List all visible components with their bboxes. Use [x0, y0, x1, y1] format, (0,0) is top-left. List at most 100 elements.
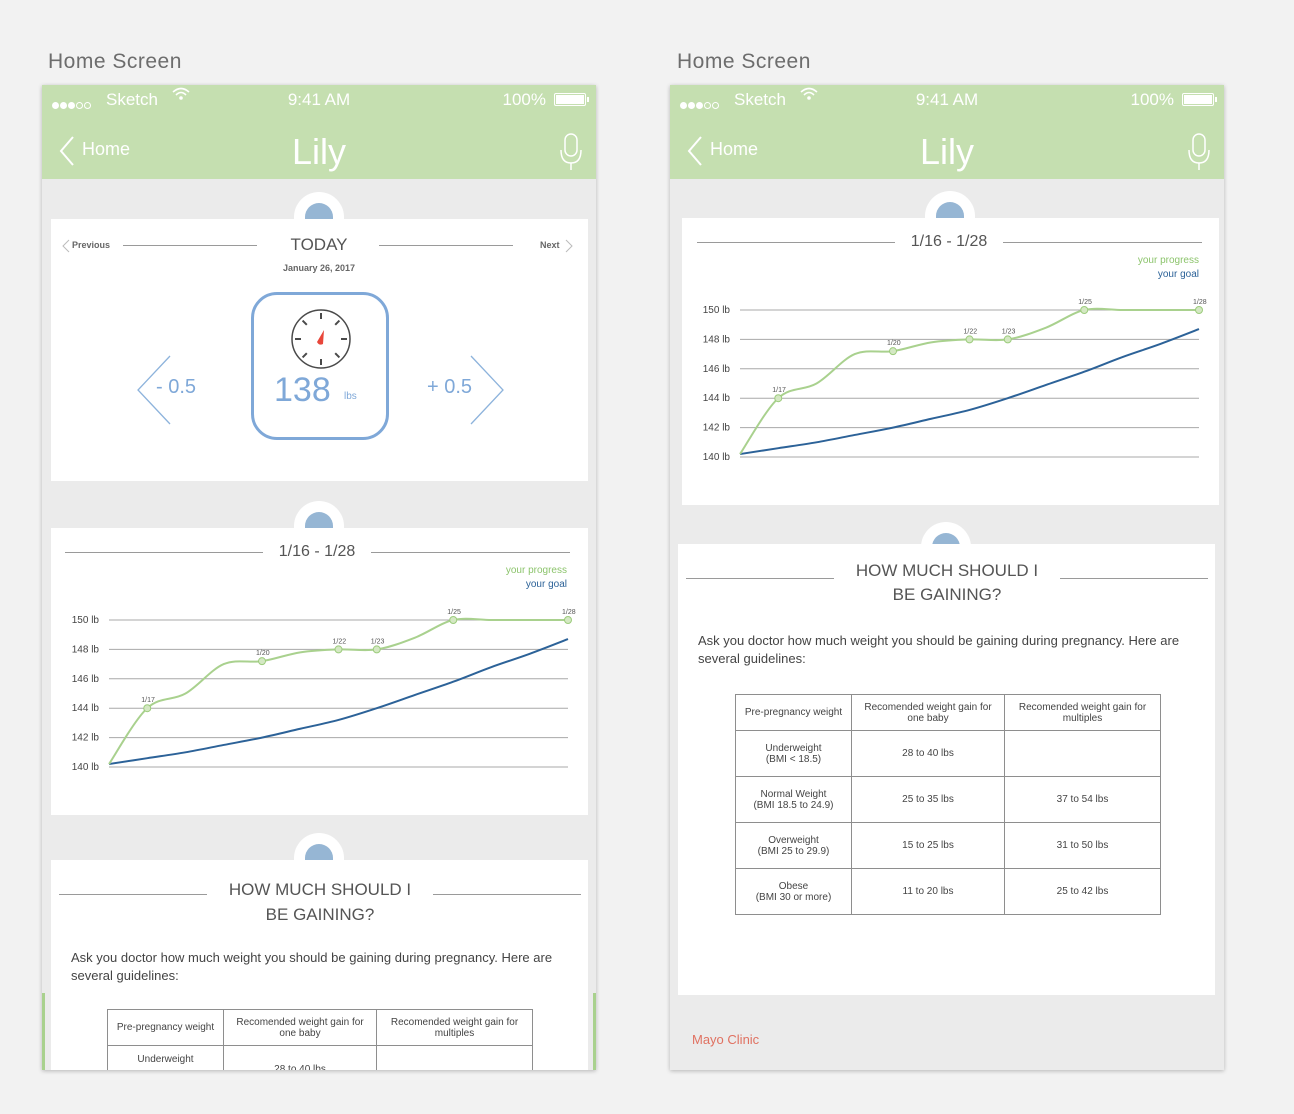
table-cell: Obese (BMI 30 or more) — [735, 868, 852, 915]
progress-point — [564, 616, 572, 624]
page-title: Lily — [919, 131, 975, 172]
weight-line-chart: 140 lb 142 lb 144 lb 146 lb 148 lb 150 lb 1/17… — [72, 609, 576, 773]
guide-title-line1: HOW MUCH SHOULD I — [855, 561, 1039, 580]
phone-screen: Sketch 9:41 AM 100% Home Lily Previous T… — [42, 85, 596, 1070]
divider — [59, 894, 207, 895]
divider — [371, 552, 570, 553]
back-label: Home — [82, 139, 131, 159]
legend-goal: your goal — [525, 579, 567, 590]
chart-title: 1/16 - 1/28 — [910, 233, 988, 250]
microphone-icon[interactable] — [560, 133, 582, 171]
table-cell: Overweight (BMI 25 to 29.9) — [735, 822, 852, 869]
scroll-edge — [42, 993, 45, 1070]
table-row: Normal Weight (BMI 18.5 to 24.9) 25 to 35… — [735, 776, 1161, 823]
point-label: 1/20 — [256, 650, 270, 657]
chevron-left-icon — [687, 136, 702, 166]
previous-button[interactable]: Previous — [72, 240, 111, 250]
point-label: 1/28 — [1193, 299, 1207, 306]
decrease-chevron-icon[interactable] — [136, 355, 172, 425]
phone-screen: Sketch 9:41 AM 100% Home Lily 1/16 - 1/2… — [670, 85, 1224, 1070]
progress-point — [143, 704, 152, 713]
guide-title-line2: BE GAINING? — [892, 585, 1002, 604]
table-row: Obese (BMI 30 or more) 11 to 20 lbs 25 to… — [735, 868, 1161, 915]
weight-unit: lbs — [344, 391, 357, 402]
source-link[interactable]: Mayo Clinic — [692, 1032, 760, 1047]
progress-point — [258, 657, 266, 666]
guide-title-line1: HOW MUCH SHOULD I — [228, 880, 412, 899]
chevron-right-icon[interactable] — [565, 239, 573, 253]
guide-title-line2: BE GAINING? — [265, 905, 375, 924]
table-cell: 15 to 25 lbs — [851, 822, 1005, 869]
table-cell — [376, 1045, 533, 1070]
divider — [65, 552, 263, 553]
status-bar: Sketch 9:41 AM 100% — [42, 87, 596, 114]
header: Sketch 9:41 AM 100% Home Lily — [670, 85, 1224, 179]
y-tick-label: 146 lb — [703, 364, 731, 375]
chart-card: 1/16 - 1/28 your progress your goal 140 … — [682, 218, 1219, 505]
table-header-row: Pre-pregnancy weight Recomended weight g… — [107, 1009, 533, 1046]
legend-goal: your goal — [1157, 269, 1199, 280]
signal-icon — [52, 94, 92, 114]
table-cell: 28 to 40 lbs — [851, 730, 1005, 777]
page-title: Lily — [291, 131, 347, 172]
y-tick-label: 146 lb — [72, 674, 100, 685]
table-cell: 31 to 50 lbs — [1004, 822, 1161, 869]
card-tab — [294, 501, 344, 529]
table-cell: 11 to 20 lbs — [851, 868, 1005, 915]
chart-card: 1/16 - 1/28 your progress your goal 140 … — [51, 528, 588, 815]
status-bar: Sketch 9:41 AM 100% — [670, 87, 1224, 111]
carrier-label: Sketch — [734, 90, 786, 109]
today-date: January 26, 2017 — [282, 263, 356, 273]
table-cell: 37 to 54 lbs — [1004, 776, 1161, 823]
scale-gauge-icon — [291, 309, 351, 369]
table-cell: 28 to 40 lbs — [223, 1045, 377, 1070]
table-cell: Underweight — [107, 1045, 224, 1070]
increase-button[interactable]: + 0.5 — [427, 376, 473, 398]
progress-point — [1195, 306, 1203, 314]
divider — [1060, 578, 1208, 579]
table-header: Recomended weight gain for one baby — [223, 1009, 377, 1046]
table-cell: Underweight (BMI < 18.5) — [735, 730, 852, 777]
y-tick-label: 148 lb — [72, 644, 100, 655]
point-label: 1/23 — [371, 638, 385, 645]
point-label: 1/20 — [887, 340, 901, 347]
y-tick-label: 142 lb — [703, 423, 731, 434]
battery-icon — [1182, 93, 1217, 106]
table-header: Recomended weight gain for multiples — [1004, 694, 1161, 731]
increase-chevron-icon[interactable] — [469, 355, 505, 425]
y-tick-label: 142 lb — [72, 733, 100, 744]
point-label: 1/23 — [1002, 328, 1016, 335]
y-tick-label: 140 lb — [703, 452, 731, 463]
microphone-icon[interactable] — [1188, 133, 1210, 171]
table-cell: 25 to 35 lbs — [851, 776, 1005, 823]
guide-title: HOW MUCH SHOULD I BE GAINING? — [207, 877, 433, 927]
legend-progress: your progress — [1137, 255, 1199, 266]
wifi-icon — [800, 87, 818, 100]
table-header: Recomended weight gain for multiples — [376, 1009, 533, 1046]
y-tick-label: 148 lb — [703, 334, 731, 345]
guide-card: HOW MUCH SHOULD I BE GAINING? Ask you do… — [51, 860, 588, 1070]
legend-progress: your progress — [505, 565, 567, 576]
y-tick-label: 150 lb — [72, 615, 100, 626]
point-label: 1/25 — [1078, 299, 1092, 306]
point-label: 1/17 — [141, 697, 155, 704]
status-time: 9:41 AM — [915, 90, 979, 109]
point-label: 1/22 — [964, 328, 978, 335]
y-tick-label: 144 lb — [72, 703, 100, 714]
table-row: Underweight (BMI < 18.5) 28 to 40 lbs — [735, 730, 1161, 777]
point-label: 1/25 — [447, 609, 461, 616]
back-label: Home — [710, 139, 759, 159]
table-cell — [1004, 730, 1161, 777]
weight-display[interactable]: 138 lbs — [251, 292, 389, 440]
decrease-button[interactable]: - 0.5 — [156, 376, 197, 398]
goal-series-line — [108, 638, 569, 766]
y-tick-label: 150 lb — [703, 305, 731, 316]
chevron-left-icon[interactable] — [62, 239, 70, 253]
next-button[interactable]: Next — [540, 240, 560, 250]
progress-point — [372, 645, 381, 654]
point-label: 1/17 — [772, 387, 786, 394]
today-card: Previous TODAY Next January 26, 2017 - 0… — [51, 219, 588, 481]
table-header: Recomended weight gain for one baby — [851, 694, 1005, 731]
carrier-label: Sketch — [106, 90, 158, 109]
progress-point — [334, 645, 343, 654]
